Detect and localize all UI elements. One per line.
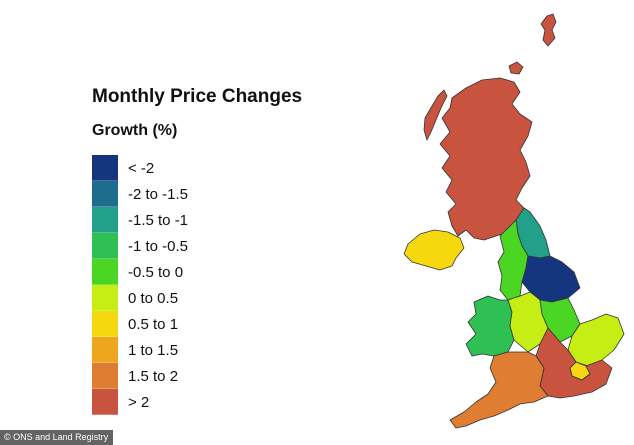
region-scotland-shetland [540,13,557,47]
legend-item: -1 to -0.5 [92,233,188,259]
region-south-west [449,351,549,429]
legend-swatch [92,259,118,285]
legend-item: 1.5 to 2 [92,363,188,389]
legend-swatch [92,389,118,415]
legend-item: 0 to 0.5 [92,285,188,311]
legend-label: -0.5 to 0 [128,263,184,281]
legend-label: 1 to 1.5 [128,341,179,359]
legend-label: < -2 [128,159,155,177]
region-northern-ireland [403,229,465,271]
map-title: Monthly Price Changes [92,86,303,107]
region-wales [465,295,515,357]
legend-label: > 2 [128,393,150,411]
legend-item: 1 to 1.5 [92,337,188,363]
legend-label: 1.5 to 2 [128,367,179,385]
legend: < -2 -2 to -1.5 -1.5 to -1 -1 to -0.5 -0… [92,155,188,415]
legend-item: -2 to -1.5 [92,181,188,207]
legend-label: 0.5 to 1 [128,315,179,333]
legend-label: -2 to -1.5 [128,185,189,203]
legend-swatch [92,311,118,337]
legend-label: 0 to 0.5 [128,289,179,307]
legend-swatch [92,285,118,311]
region-scotland [439,77,533,241]
legend-swatch [92,181,118,207]
legend-title: Growth (%) [92,122,178,139]
legend-item: -1.5 to -1 [92,207,188,233]
map-credit: © ONS and Land Registry [0,430,114,445]
legend-item: 0.5 to 1 [92,311,188,337]
region-scotland-hebrides [423,89,448,141]
region-scotland-orkney [508,61,524,75]
legend-item: < -2 [92,155,188,181]
region-north-west [497,219,529,301]
legend-swatch [92,207,118,233]
legend-swatch [92,155,118,181]
legend-item: > 2 [92,389,188,415]
legend-swatch [92,337,118,363]
legend-swatch [92,233,118,259]
legend-label: -1 to -0.5 [128,237,189,255]
legend-item: -0.5 to 0 [92,259,188,285]
legend-swatch [92,363,118,389]
legend-label: -1.5 to -1 [128,211,189,229]
